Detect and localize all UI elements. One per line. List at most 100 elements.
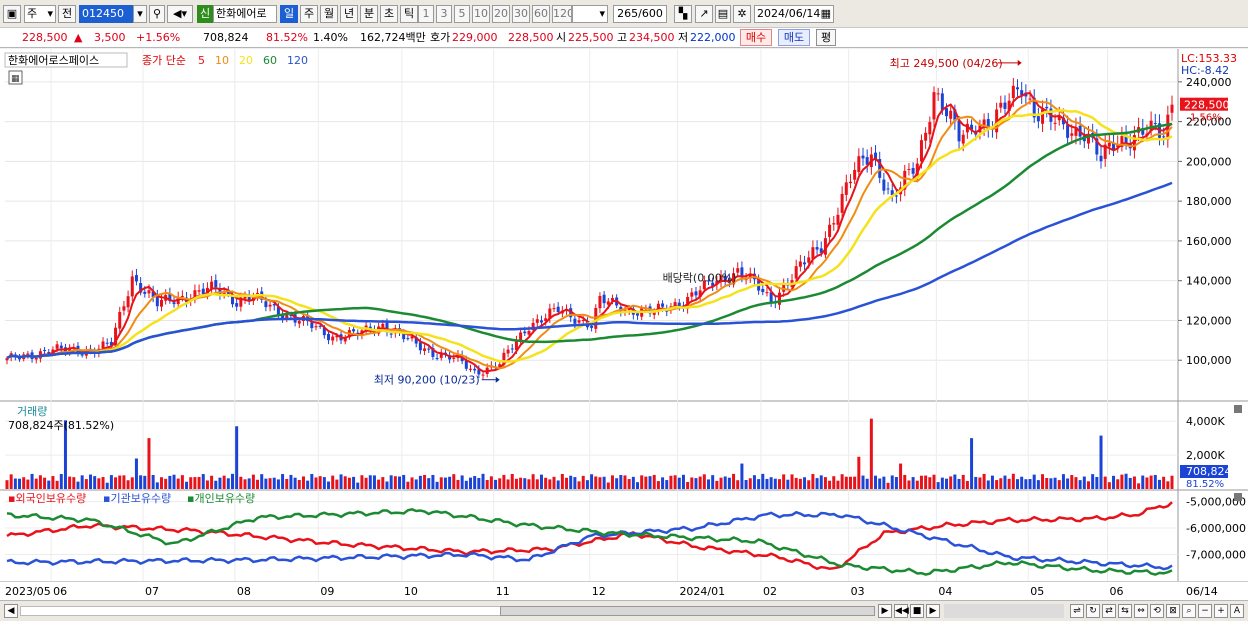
chevron-down-icon: ▾ bbox=[47, 7, 53, 20]
layout-icon[interactable]: ▣ bbox=[3, 5, 21, 23]
draw-icon[interactable]: ↗ bbox=[695, 5, 713, 23]
volume-bar bbox=[1137, 483, 1141, 489]
period-button-0[interactable]: 일 bbox=[280, 5, 298, 23]
holdings-tick-label: -5,000,000 bbox=[1186, 496, 1246, 509]
period-button-3[interactable]: 년 bbox=[340, 5, 358, 23]
unit-button-3[interactable]: 10 bbox=[472, 5, 490, 23]
unit-button-6[interactable]: 60 bbox=[532, 5, 550, 23]
candle-body bbox=[147, 290, 151, 294]
volume-bar bbox=[911, 477, 915, 489]
save-icon[interactable]: ▤ bbox=[715, 5, 731, 23]
code-input[interactable]: 012450 bbox=[79, 5, 133, 23]
stock-name-field: 한화에어로 bbox=[213, 5, 277, 23]
volume-bar bbox=[686, 481, 690, 489]
stock-chart[interactable]: 100,000 120,000 140,000 160,000 180,000 200,0… bbox=[0, 49, 1248, 600]
candle-body bbox=[352, 329, 356, 332]
play-icon[interactable]: ▶ bbox=[926, 604, 940, 618]
volume-bar bbox=[318, 476, 322, 489]
unit-button-0[interactable]: 1 bbox=[418, 5, 434, 23]
count-max: /600 bbox=[638, 7, 663, 20]
candle-body bbox=[272, 304, 276, 306]
tool-icon[interactable]: ⇄ bbox=[1102, 604, 1116, 618]
low-price: 222,000 bbox=[690, 31, 736, 44]
stop-icon[interactable]: ■ bbox=[910, 604, 924, 618]
candle-body bbox=[385, 322, 389, 333]
candle-body bbox=[636, 313, 640, 316]
date-field[interactable]: 2024/06/14 ▦ bbox=[754, 5, 834, 23]
candle-body bbox=[911, 168, 915, 174]
scroll-thumb[interactable] bbox=[500, 606, 875, 616]
scroll-right-icon[interactable]: ▶ bbox=[878, 604, 892, 618]
market-select[interactable]: 주 ▾ bbox=[24, 5, 56, 23]
volume-bar bbox=[665, 480, 669, 489]
unit-button-2[interactable]: 5 bbox=[454, 5, 470, 23]
volume-bar bbox=[903, 474, 907, 489]
chevron-down-icon[interactable]: ▾ bbox=[133, 5, 147, 23]
volume-bar bbox=[619, 475, 623, 489]
gear-icon[interactable]: ✲ bbox=[733, 5, 751, 23]
buy-button[interactable]: 매수 bbox=[740, 29, 772, 46]
ma-legend-60: 60 bbox=[263, 54, 277, 67]
rewind-icon[interactable]: ◀◀ bbox=[894, 604, 909, 618]
volume-bar bbox=[331, 475, 335, 489]
close-panel-icon bbox=[1234, 405, 1242, 413]
font-icon[interactable]: A bbox=[1230, 604, 1244, 618]
scroll-left-icon[interactable]: ◀ bbox=[4, 604, 18, 618]
candle-body bbox=[544, 318, 548, 322]
prev-button[interactable]: 전 bbox=[58, 5, 76, 23]
zoom-icon[interactable]: ⌕ bbox=[1182, 604, 1196, 618]
speaker-icon[interactable]: ◀▾ bbox=[167, 5, 193, 23]
tool-icon[interactable]: ⇌ bbox=[1070, 604, 1084, 618]
volume-bar bbox=[932, 474, 936, 489]
zoom-in-icon[interactable]: + bbox=[1214, 604, 1228, 618]
volume-bar bbox=[251, 474, 255, 489]
volume-bar bbox=[356, 482, 360, 489]
volume-bar bbox=[1066, 478, 1070, 489]
volume-bar bbox=[1003, 475, 1007, 489]
sell-button[interactable]: 매도 bbox=[778, 29, 810, 46]
volume-bar bbox=[22, 477, 26, 489]
volume-tag: 708,824 bbox=[1186, 465, 1232, 478]
unit-select[interactable]: ▾ bbox=[572, 5, 608, 23]
volume-bar bbox=[828, 480, 832, 489]
volume-bar bbox=[594, 476, 598, 489]
tool-icon[interactable]: ⇔ bbox=[1134, 604, 1148, 618]
volume-bar bbox=[498, 478, 502, 489]
quote-bar: 228,500 ▲ 3,500 +1.56% 708,824 81.52% 1.… bbox=[0, 28, 1248, 48]
period-button-1[interactable]: 주 bbox=[300, 5, 318, 23]
zoom-out-icon[interactable]: − bbox=[1198, 604, 1212, 618]
volume-bar bbox=[139, 475, 143, 489]
unit-button-1[interactable]: 3 bbox=[436, 5, 452, 23]
indicator-icon[interactable]: ▚ bbox=[674, 5, 692, 23]
period-button-6[interactable]: 틱 bbox=[400, 5, 418, 23]
candle-body bbox=[276, 306, 280, 316]
unit-button-7[interactable]: 120 bbox=[552, 5, 572, 23]
candle-body bbox=[268, 304, 272, 307]
period-button-5[interactable]: 초 bbox=[380, 5, 398, 23]
candle-body bbox=[874, 152, 878, 159]
volume-bar bbox=[327, 481, 331, 489]
tool-icon[interactable]: ↻ bbox=[1086, 604, 1100, 618]
candle-body bbox=[1086, 135, 1090, 144]
candle-body bbox=[281, 313, 285, 319]
candle-body bbox=[982, 119, 986, 128]
average-button[interactable]: 평 bbox=[816, 29, 836, 46]
date-tick-label: 07 bbox=[145, 585, 159, 598]
period-button-4[interactable]: 분 bbox=[360, 5, 378, 23]
candle-body bbox=[43, 350, 47, 352]
unit-button-5[interactable]: 30 bbox=[512, 5, 530, 23]
volume-bar bbox=[84, 479, 88, 489]
count-field[interactable]: 265/600 bbox=[613, 5, 667, 23]
tool-icon[interactable]: ⇆ bbox=[1118, 604, 1132, 618]
candle-body bbox=[861, 155, 865, 159]
ma-line-120 bbox=[6, 181, 1173, 360]
period-button-2[interactable]: 월 bbox=[320, 5, 338, 23]
volume-bar bbox=[494, 479, 498, 489]
mini-navigator[interactable] bbox=[944, 604, 1064, 618]
candle-body bbox=[1120, 136, 1124, 148]
lc-label: LC:153.33 bbox=[1181, 52, 1237, 65]
tool-icon[interactable]: ⟲ bbox=[1150, 604, 1164, 618]
search-icon[interactable]: ⚲ bbox=[149, 5, 165, 23]
tool-icon[interactable]: ⊠ bbox=[1166, 604, 1180, 618]
unit-button-4[interactable]: 20 bbox=[492, 5, 510, 23]
